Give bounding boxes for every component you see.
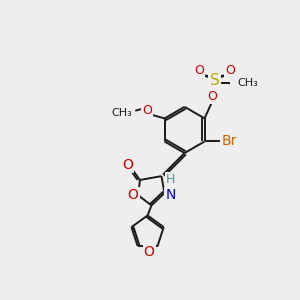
Text: O: O	[122, 158, 133, 172]
Text: Br: Br	[221, 134, 237, 148]
Text: H: H	[166, 173, 175, 186]
Text: O: O	[142, 104, 152, 117]
Text: S: S	[210, 73, 219, 88]
Text: O: O	[144, 245, 154, 259]
Text: O: O	[225, 64, 235, 77]
Text: O: O	[194, 64, 204, 77]
Text: O: O	[128, 188, 138, 203]
Text: CH₃: CH₃	[238, 78, 258, 88]
Text: N: N	[166, 188, 176, 202]
Text: O: O	[207, 90, 217, 103]
Text: CH₃: CH₃	[112, 108, 132, 118]
